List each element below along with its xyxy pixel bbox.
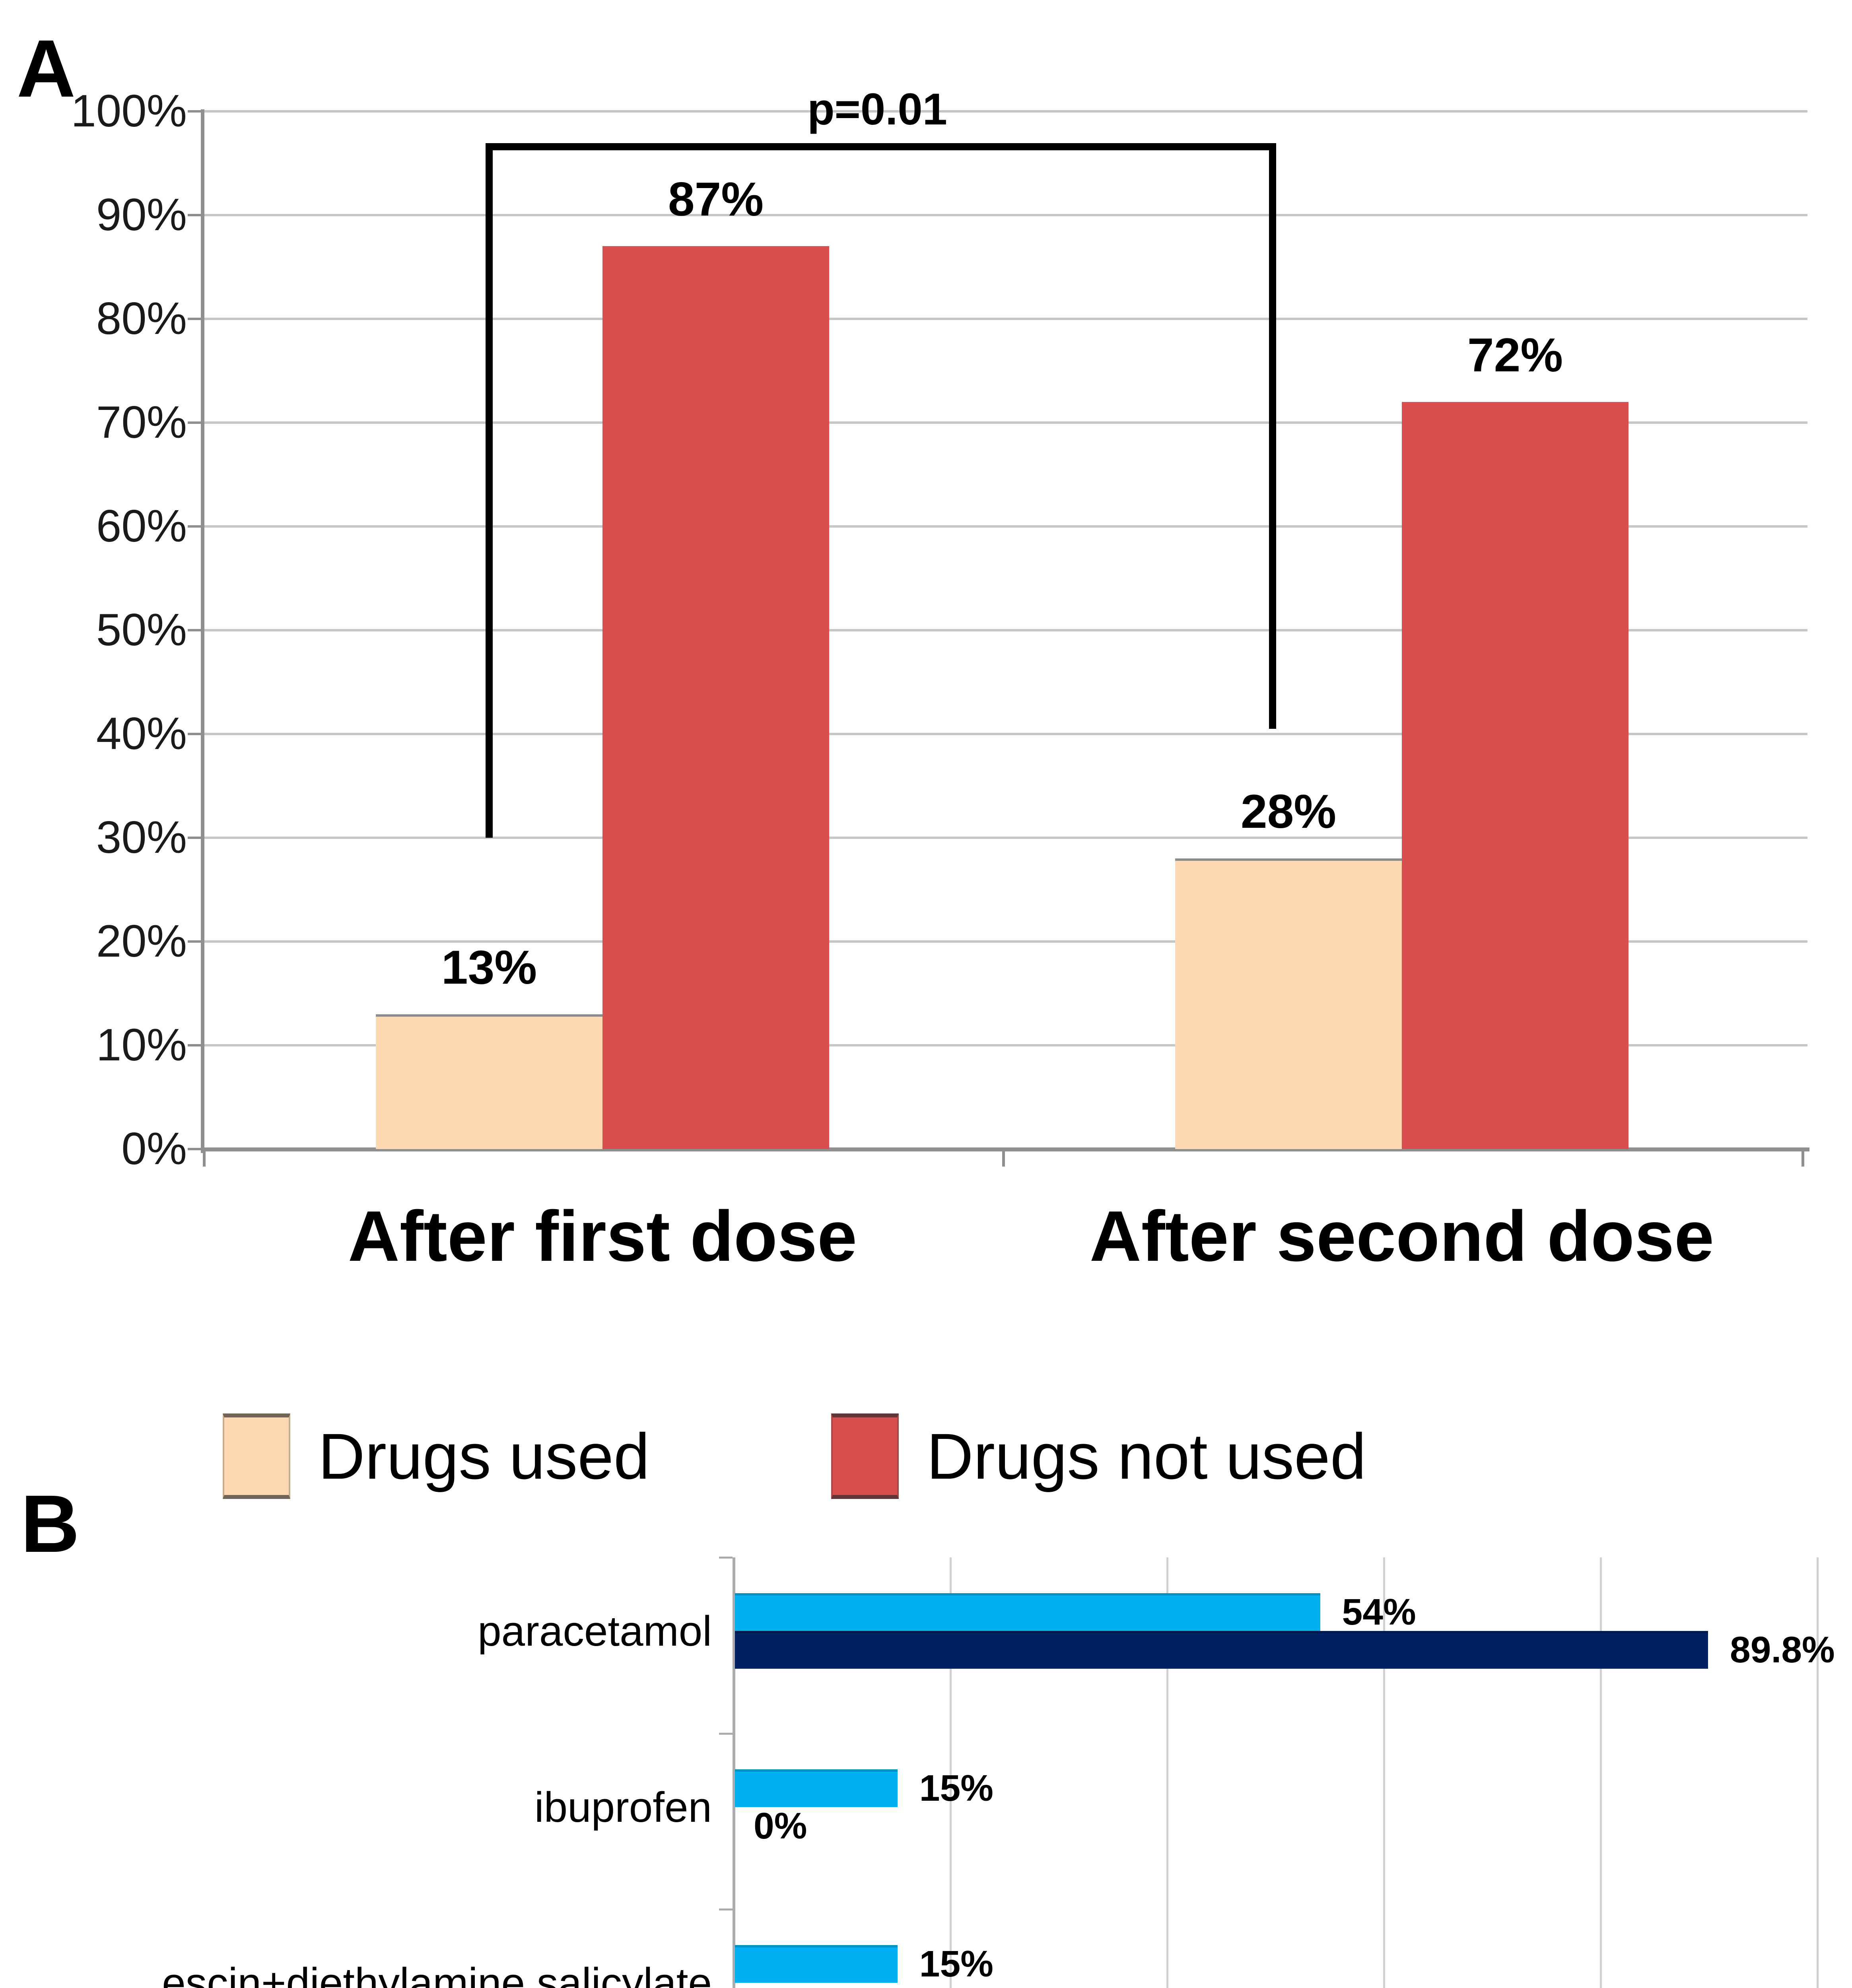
y-axis-tick-label: 0% [121,1124,187,1174]
gridline-b-40 [1166,1557,1168,1988]
y-axis-tick-label: 30% [96,812,187,863]
bar-drugs-not-used-2 [1402,402,1629,1149]
category-axis-line [733,1557,735,1988]
bar-drugs-used-1 [376,1014,602,1149]
y-axis-tick-label: 80% [96,293,187,344]
y-axis-tick-mark [188,837,203,839]
gridline-b-80 [1600,1557,1602,1988]
panel-a-letter: A [17,23,76,114]
bar-value-label-zero: 0% [754,1983,807,1988]
gridline-b-100 [1817,1557,1819,1988]
gridline-b-60 [1383,1557,1385,1988]
x-axis-line [201,1147,1809,1151]
significance-bracket-top-bar [486,143,1276,150]
x-axis-tick-mark [203,1151,206,1167]
bar-value-label: 28% [1240,785,1337,839]
legend-label-drugs-used: Drugs used [318,1420,650,1493]
gridline-a-40 [203,733,1807,735]
category-label: paracetamol [478,1607,712,1655]
p-value-label: p=0.01 [807,84,947,134]
legend-label-drugs-not-used: Drugs not used [927,1420,1366,1493]
gridline-a-30 [203,837,1807,839]
y-axis-tick-label: 90% [96,190,187,240]
y-axis-tick-mark [188,940,203,943]
bar-value-label: 15% [919,1943,993,1984]
bar-value-label: 89.8% [1730,1629,1835,1670]
bar-drugs-used-2 [1175,858,1402,1149]
y-axis-tick-mark [188,1044,203,1046]
gridline-a-20 [203,940,1807,943]
gridline-a-50 [203,629,1807,631]
y-axis-tick-mark [188,1148,203,1150]
panel-b-letter: B [21,1478,80,1569]
y-axis-tick-label: 20% [96,916,187,967]
y-axis-tick-mark [188,214,203,216]
bar-after-first-dose-ibuprofen [735,1769,898,1807]
y-axis-tick-mark [188,629,203,631]
gridline-a-10 [203,1044,1807,1046]
y-axis-line [201,109,204,1153]
gridline-a-90 [203,214,1807,216]
significance-bracket-left-arm [486,143,493,838]
category-axis-tick-mark [719,1908,733,1910]
gridline-a-80 [203,318,1807,320]
x-axis-tick-mark [1801,1151,1804,1167]
bar-after-first-dose-escin-diethylamine-salicylate [735,1945,898,1983]
bar-value-label: 15% [919,1767,993,1809]
bar-value-label-zero: 0% [754,1805,807,1846]
category-axis-tick-mark [719,1557,733,1559]
legend-swatch-drugs-used [223,1413,290,1499]
category-label: ibuprofen [534,1783,712,1831]
gridline-a-60 [203,525,1807,528]
y-axis-tick-mark [188,421,203,424]
y-axis-tick-label: 10% [96,1020,187,1070]
y-axis-tick-label: 40% [96,709,187,759]
bar-value-label: 13% [441,940,537,994]
legend-swatch-drugs-not-used [831,1413,899,1499]
x-axis-category-label: After first dose [348,1196,857,1276]
gridline-a-70 [203,421,1807,424]
bar-after-second-dose-paracetamol [735,1631,1708,1669]
gridline-a-100 [203,110,1807,113]
category-axis-tick-mark [719,1732,733,1735]
y-axis-tick-mark [188,525,203,528]
y-axis-tick-mark [188,318,203,320]
bar-after-first-dose-paracetamol [735,1593,1320,1631]
x-axis-category-label: After second dose [1089,1196,1714,1276]
y-axis-tick-label: 70% [96,397,187,448]
x-axis-tick-mark [1002,1151,1005,1167]
category-label: escin+diethylamine salicylate [162,1959,712,1988]
bar-drugs-not-used-1 [602,246,829,1149]
y-axis-tick-label: 50% [96,605,187,655]
bar-value-label: 87% [668,173,764,226]
y-axis-tick-label: 100% [71,86,187,136]
bar-value-label: 72% [1467,328,1563,382]
bar-value-label: 54% [1342,1591,1416,1633]
y-axis-tick-label: 60% [96,501,187,551]
y-axis-tick-mark [188,733,203,735]
y-axis-tick-mark [188,110,203,113]
significance-bracket-right-arm [1269,143,1276,729]
gridline-b-20 [950,1557,952,1988]
